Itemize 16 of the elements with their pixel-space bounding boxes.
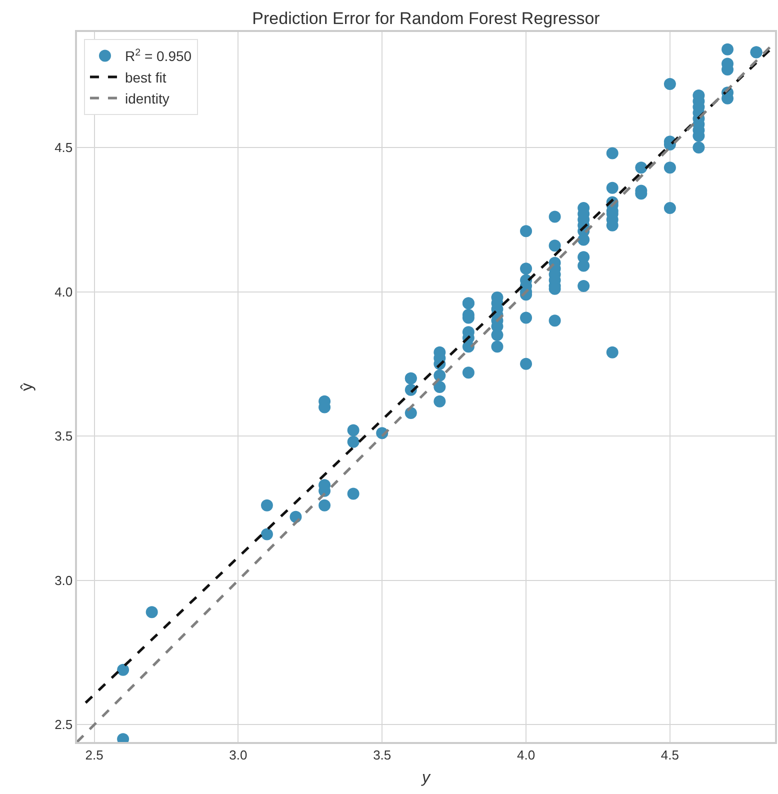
legend-label: identity <box>124 90 170 107</box>
x-axis-title: y <box>421 770 431 787</box>
chart-title: Prediction Error for Random Forest Regressor <box>252 8 600 28</box>
x-tick-label: 4.0 <box>516 747 536 762</box>
x-tick-label: 2.5 <box>85 747 104 762</box>
y-tick-label: 3.5 <box>54 428 73 444</box>
y-tick-label: 4.0 <box>54 284 73 300</box>
x-tick-label: 3.5 <box>373 747 392 762</box>
x-tick-label: 3.0 <box>229 747 248 762</box>
y-tick-label: 4.5 <box>54 140 73 155</box>
y-tick-label: 2.5 <box>54 717 73 732</box>
x-tick-label: 4.5 <box>660 747 679 762</box>
y-axis-title: ŷ <box>18 383 36 391</box>
legend-label: best fit <box>124 69 166 86</box>
legend-label: R$^{2}$ = 0.950 <box>124 47 192 64</box>
y-tick-label: 3.0 <box>54 572 73 588</box>
